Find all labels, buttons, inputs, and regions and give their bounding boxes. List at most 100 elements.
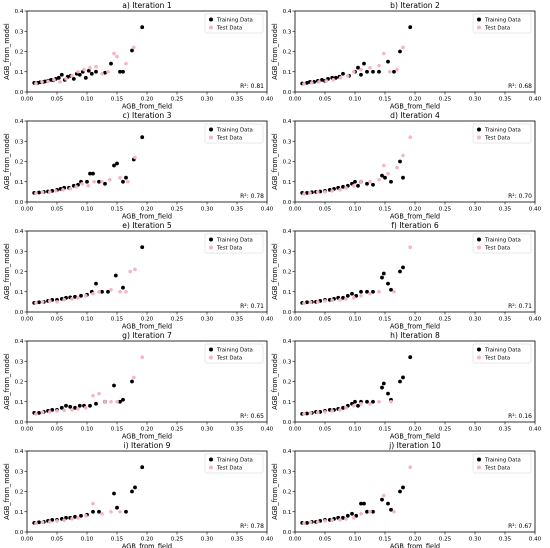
x-tick-label: 0.15 [379,97,392,103]
x-tick-label: 0.00 [21,97,34,103]
data-point [341,515,345,520]
data-point [368,179,372,184]
data-point [302,301,306,306]
data-point [389,287,393,292]
data-point [323,519,327,523]
r2-annotation: R²: 0.81 [240,83,264,90]
data-point [86,68,91,73]
y-tick-label: 0.2 [15,50,24,56]
x-tick-label: 0.40 [261,207,274,213]
data-point [106,289,110,294]
data-point [359,501,363,506]
x-tick-label: 0.00 [289,427,302,433]
series-test [34,501,122,526]
data-point [140,245,145,250]
data-point [76,296,80,300]
data-point [76,69,80,74]
data-point [338,188,342,192]
legend-label: Test Data [216,246,242,252]
y-axis-label: AGB_from_model [3,133,11,190]
data-point [377,63,381,68]
data-point [386,501,390,506]
series-training [32,25,145,85]
x-tick-label: 0.00 [289,97,302,103]
data-point [395,165,399,170]
y-axis-label: AGB_from_model [271,23,279,80]
x-axis-label: AGB_from_field [122,543,172,548]
data-point [91,501,95,506]
series-training [32,379,134,415]
series-test [34,267,137,305]
x-tick-label: 0.35 [499,427,512,433]
y-tick-label: 0.2 [15,160,24,166]
data-point [112,51,116,56]
x-tick-label: 0.30 [469,427,482,433]
data-point [371,399,375,404]
y-axis-label: AGB_from_model [3,353,11,410]
legend-marker [477,355,481,360]
data-point [362,501,366,506]
data-point [34,301,38,305]
panel-title: a) Iteration 1 [122,1,172,10]
data-point [308,191,312,195]
data-point [62,298,66,302]
data-point [408,355,413,360]
legend-marker [209,25,213,30]
data-point [70,517,74,521]
y-tick-label: 0.3 [283,29,292,35]
y-tick-label: 0.1 [15,180,24,186]
data-point [341,405,345,410]
data-point [71,76,76,81]
r2-annotation: R²: 0.67 [508,523,532,530]
data-point [359,401,363,406]
y-tick-label: 0.4 [283,229,292,235]
data-point [118,175,122,180]
legend-marker [209,347,213,352]
data-point [118,509,122,514]
data-point [91,393,95,398]
y-tick-label: 0.1 [283,70,292,76]
y-tick-label: 0.0 [15,200,24,206]
data-point [392,509,396,514]
legend-label: Test Data [216,356,242,362]
data-point [408,25,413,30]
data-point [112,163,116,168]
data-point [48,299,52,303]
x-tick-label: 0.15 [379,317,392,323]
data-point [103,399,107,404]
data-point [109,399,113,404]
x-tick-label: 0.35 [499,317,512,323]
data-point [108,177,112,182]
x-tick-label: 0.25 [171,537,184,543]
x-tick-label: 0.40 [529,97,542,103]
data-point [356,403,360,408]
data-point [37,410,41,415]
data-point [70,297,74,301]
data-point [79,293,83,298]
data-point [323,299,327,303]
x-tick-label: 0.35 [231,537,244,543]
data-point [317,80,321,84]
data-point [70,74,74,78]
data-point [398,379,402,384]
data-point [344,186,348,190]
y-tick-label: 0.4 [15,119,24,125]
panel-3: c) Iteration 3 0.00 0.05 0.10 0.15 0.20 0.25 0.… [3,111,274,221]
x-tick-label: 0.00 [21,537,34,543]
r2-annotation: R²: 0.70 [508,193,532,200]
data-point [330,189,335,193]
data-point [106,69,110,74]
data-point [330,298,335,303]
data-point [112,383,116,388]
data-point [85,179,89,184]
legend-marker [477,465,481,470]
y-tick-label: 0.1 [15,290,24,296]
data-point [64,77,68,81]
data-point [46,79,50,84]
data-point [124,289,128,294]
data-point [80,181,84,186]
data-point [389,399,393,404]
data-point [310,81,314,85]
x-tick-label: 0.20 [409,537,422,543]
panel-title: j) Iteration 10 [388,441,441,450]
